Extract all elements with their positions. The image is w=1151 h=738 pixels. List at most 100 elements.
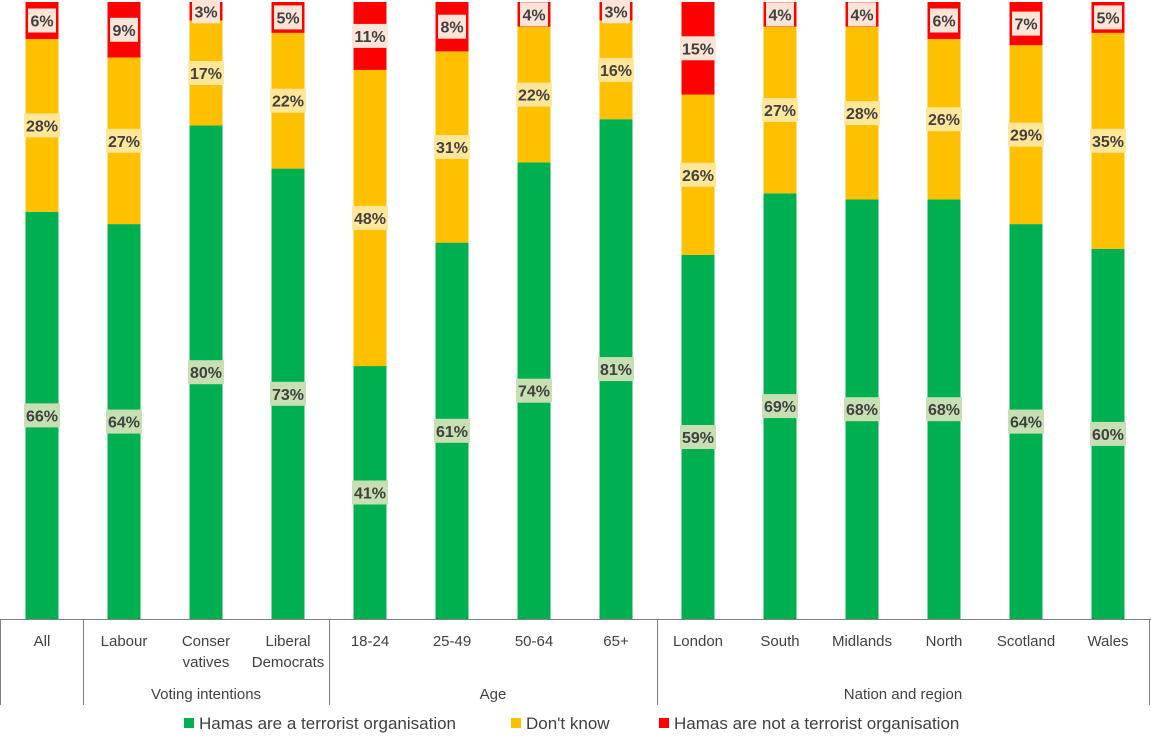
legend-label-don-t-know: Don't know xyxy=(526,714,610,733)
category-label-liberal-democrats: Liberal Democrats xyxy=(252,633,325,671)
data-label-bg xyxy=(680,162,716,187)
data-label-hamas-are-not-a-terrorist-organisation-conser-vatives: 3% xyxy=(194,4,217,21)
group-label-voting-intentions: Voting intentions xyxy=(151,686,261,703)
data-label-hamas-are-a-terrorist-organisation-south: 69% xyxy=(764,399,796,416)
data-label-don-t-know-south: 27% xyxy=(764,103,796,120)
data-label-hamas-are-not-a-terrorist-organisation-north: 6% xyxy=(932,14,955,31)
category-label-65: 65+ xyxy=(603,633,629,650)
data-label-bg xyxy=(188,61,224,85)
data-label-bg xyxy=(598,57,634,82)
data-label-don-t-know-50-64: 22% xyxy=(518,88,550,105)
data-label-don-t-know-midlands: 28% xyxy=(846,106,878,123)
category-label-midlands: Midlands xyxy=(832,633,892,650)
data-label-bg xyxy=(602,0,630,24)
data-label-hamas-are-a-terrorist-organisation-conser-vatives: 80% xyxy=(190,365,222,382)
data-label-bg xyxy=(106,409,142,434)
data-label-hamas-are-a-terrorist-organisation-50-64: 74% xyxy=(518,384,550,401)
data-label-bg xyxy=(516,378,552,403)
data-label-bg xyxy=(192,0,220,24)
legend-swatch-hamas-are-a-terrorist-organisation xyxy=(184,718,194,728)
data-label-hamas-are-not-a-terrorist-organisation-midlands: 4% xyxy=(850,7,873,24)
category-label-wales: Wales xyxy=(1087,633,1128,650)
legend-label-hamas-are-not-a-terrorist-organisation: Hamas are not a terrorist organisation xyxy=(674,714,959,733)
category-label-25-49: 25-49 xyxy=(433,633,471,650)
category-label-50-64: 50-64 xyxy=(515,633,553,650)
data-label-hamas-are-not-a-terrorist-organisation-25-49: 8% xyxy=(440,20,463,37)
data-label-bg xyxy=(1094,5,1122,30)
legend: Hamas are a terrorist organisation Don't … xyxy=(184,714,959,733)
data-label-don-t-know-65: 16% xyxy=(600,63,632,80)
category-label-london: London xyxy=(673,633,723,650)
category-label-18-24: 18-24 xyxy=(351,633,389,650)
data-label-bg xyxy=(106,128,142,153)
data-label-hamas-are-a-terrorist-organisation-wales: 60% xyxy=(1092,427,1124,444)
data-label-bg xyxy=(24,113,60,138)
data-label-hamas-are-not-a-terrorist-organisation-scotland: 7% xyxy=(1014,17,1037,34)
data-label-bg xyxy=(762,394,798,419)
data-label-don-t-know-25-49: 31% xyxy=(436,140,468,157)
category-label-conser-vatives: Conser vatives xyxy=(182,633,230,671)
data-label-hamas-are-not-a-terrorist-organisation-18-24: 11% xyxy=(354,29,385,46)
data-label-don-t-know-all: 28% xyxy=(26,118,58,135)
data-label-hamas-are-a-terrorist-organisation-all: 66% xyxy=(26,408,58,425)
category-label-south: South xyxy=(760,633,799,650)
data-labels-layer: 66% 28% 6% 64% 27% 9% 80% 17% 3% 73% 22% 5% 41% 48% 11… xyxy=(24,0,1126,505)
data-label-hamas-are-a-terrorist-organisation-65: 81% xyxy=(600,362,632,379)
data-label-bg xyxy=(1008,409,1044,434)
group-label-age: Age xyxy=(480,686,507,703)
data-label-don-t-know-london: 26% xyxy=(682,168,714,185)
legend-swatch-don-t-know xyxy=(511,718,521,728)
data-label-bg xyxy=(24,403,60,428)
data-label-bg xyxy=(1012,11,1040,36)
data-label-don-t-know-18-24: 48% xyxy=(354,211,386,228)
data-label-bg xyxy=(848,2,876,27)
data-label-hamas-are-a-terrorist-organisation-25-49: 61% xyxy=(436,424,468,441)
legend-label-hamas-are-a-terrorist-organisation: Hamas are a terrorist organisation xyxy=(199,714,456,733)
data-label-bg xyxy=(762,98,798,122)
data-label-don-t-know-north: 26% xyxy=(928,112,960,129)
data-label-hamas-are-not-a-terrorist-organisation-all: 6% xyxy=(30,14,53,31)
data-label-hamas-are-a-terrorist-organisation-18-24: 41% xyxy=(354,486,386,503)
legend-swatch-hamas-are-not-a-terrorist-organisation xyxy=(659,718,669,728)
data-label-don-t-know-conser-vatives: 17% xyxy=(190,66,222,83)
data-label-bg xyxy=(766,2,794,27)
data-label-hamas-are-a-terrorist-organisation-london: 59% xyxy=(682,430,714,447)
category-label-north: North xyxy=(926,633,963,650)
data-label-bg xyxy=(434,135,470,159)
data-label-hamas-are-not-a-terrorist-organisation-labour: 9% xyxy=(112,23,135,40)
data-label-bg xyxy=(520,2,548,27)
category-label-all: All xyxy=(34,633,51,650)
data-label-bg xyxy=(352,480,388,505)
data-label-hamas-are-a-terrorist-organisation-midlands: 68% xyxy=(846,402,878,419)
data-label-bg xyxy=(844,397,880,422)
data-label-bg xyxy=(352,205,388,230)
data-label-bg xyxy=(844,101,880,126)
category-label-scotland: Scotland xyxy=(997,633,1055,650)
bars-layer xyxy=(25,2,1125,620)
data-label-bg xyxy=(352,23,388,48)
data-label-bg xyxy=(926,397,962,422)
data-label-bg xyxy=(110,17,138,42)
data-label-bg xyxy=(270,88,306,113)
data-label-bg xyxy=(1090,128,1126,153)
data-label-bg xyxy=(434,418,470,443)
data-label-bg xyxy=(516,82,552,107)
data-label-hamas-are-not-a-terrorist-organisation-liberal-democrats: 5% xyxy=(276,10,299,27)
data-label-bg xyxy=(270,381,306,406)
data-label-bg xyxy=(28,8,56,33)
data-label-bg xyxy=(188,360,224,385)
data-label-hamas-are-not-a-terrorist-organisation-wales: 5% xyxy=(1096,10,1119,27)
data-label-hamas-are-a-terrorist-organisation-scotland: 64% xyxy=(1010,415,1042,432)
data-label-bg xyxy=(680,36,716,61)
data-label-don-t-know-wales: 35% xyxy=(1092,134,1124,151)
data-label-hamas-are-not-a-terrorist-organisation-south: 4% xyxy=(768,7,791,24)
data-label-hamas-are-not-a-terrorist-organisation-65: 3% xyxy=(604,4,627,21)
data-label-bg xyxy=(274,5,302,30)
data-label-bg xyxy=(1008,122,1044,147)
data-label-hamas-are-a-terrorist-organisation-liberal-democrats: 73% xyxy=(272,387,304,404)
data-label-bg xyxy=(598,357,634,382)
data-label-bg xyxy=(930,8,958,33)
data-label-bg xyxy=(1090,421,1126,446)
group-label-nation-and-region: Nation and region xyxy=(844,686,962,703)
